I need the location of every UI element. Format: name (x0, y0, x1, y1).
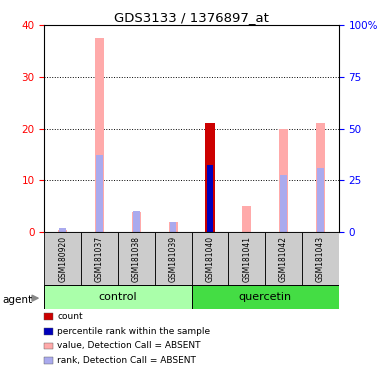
Bar (265, 232, 302, 286)
Text: GSM181042: GSM181042 (279, 236, 288, 282)
Bar (192, 232, 228, 286)
Text: rank, Detection Call = ABSENT: rank, Detection Call = ABSENT (57, 356, 196, 365)
Bar (58, 230, 67, 232)
Bar (242, 207, 251, 232)
Text: GSM181041: GSM181041 (242, 236, 251, 282)
Bar (96, 154, 103, 232)
Text: control: control (99, 292, 137, 302)
Bar (302, 232, 339, 286)
Bar (279, 129, 288, 232)
Title: GDS3133 / 1376897_at: GDS3133 / 1376897_at (114, 11, 269, 24)
Text: GSM181040: GSM181040 (206, 236, 214, 282)
Bar (44, 285, 192, 309)
Text: quercetin: quercetin (239, 292, 292, 302)
Text: GSM181038: GSM181038 (132, 236, 141, 282)
Bar (169, 222, 178, 232)
Text: GSM180920: GSM180920 (58, 236, 67, 282)
Bar (207, 165, 213, 232)
Text: count: count (57, 312, 83, 321)
Bar (205, 123, 215, 232)
Bar (280, 175, 287, 232)
Text: percentile rank within the sample: percentile rank within the sample (57, 327, 211, 336)
Text: GSM181037: GSM181037 (95, 236, 104, 282)
Bar (155, 232, 192, 286)
Bar (59, 228, 66, 232)
Bar (118, 232, 155, 286)
Text: GSM181043: GSM181043 (316, 236, 325, 282)
Bar (317, 167, 324, 232)
Text: GSM181039: GSM181039 (169, 236, 177, 282)
Text: agent: agent (2, 295, 32, 305)
Bar (170, 222, 176, 232)
Bar (228, 232, 265, 286)
Bar (44, 232, 81, 286)
Bar (316, 123, 325, 232)
Bar (132, 212, 141, 232)
Bar (192, 285, 339, 309)
Bar (95, 38, 104, 232)
Text: value, Detection Call = ABSENT: value, Detection Call = ABSENT (57, 341, 201, 351)
Bar (133, 210, 140, 232)
Bar (81, 232, 118, 286)
